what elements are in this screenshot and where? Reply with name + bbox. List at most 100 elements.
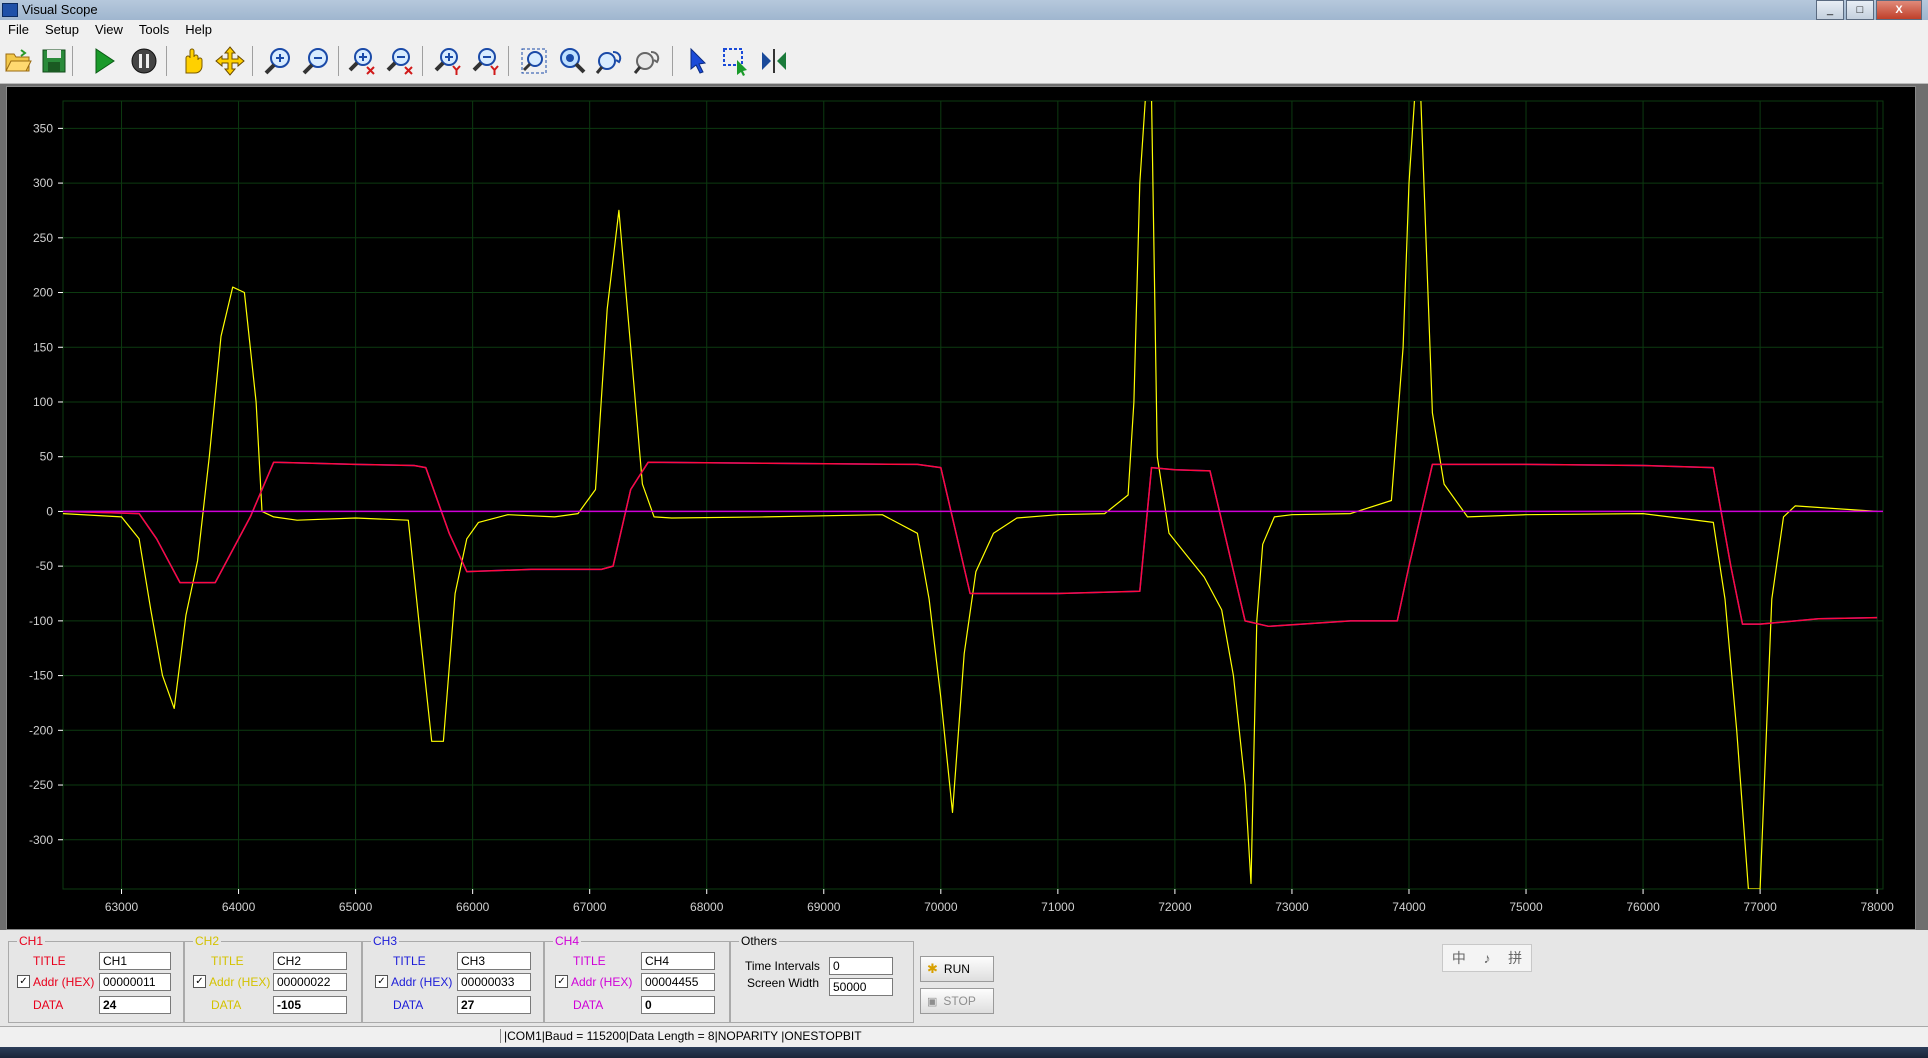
zoom-fit-icon[interactable] xyxy=(518,45,550,77)
ch4-data-field[interactable]: 0 xyxy=(641,996,715,1014)
zoom-out-x-icon[interactable] xyxy=(384,45,416,77)
scope-chart[interactable]: 350 300 250 200 150 100 50 0 -50 -100 -150 -200 -250… xyxy=(7,87,1915,929)
ch3-title-label: TITLE xyxy=(393,954,426,968)
select-box-icon[interactable] xyxy=(720,45,752,77)
run-label: RUN xyxy=(943,962,970,976)
y-tick-label: 100 xyxy=(33,395,53,409)
pointer-icon[interactable] xyxy=(682,45,714,77)
run-button[interactable]: ✱ RUN xyxy=(920,956,994,982)
series-line-ch1 xyxy=(63,461,1878,628)
x-tick-label: 68000 xyxy=(690,900,724,914)
ch2-group: CH2 TITLE CH2 ✓ Addr (HEX) 00000022 DATA… xyxy=(184,934,362,1023)
window-controls: _ □ X xyxy=(1814,0,1922,20)
toolbar-separator xyxy=(508,46,509,76)
zoom-out-y-icon[interactable] xyxy=(470,45,502,77)
ch2-checkbox[interactable]: ✓ xyxy=(193,975,206,988)
zoom-box-icon[interactable] xyxy=(556,45,588,77)
y-tick-label: 50 xyxy=(40,450,54,464)
move-icon[interactable] xyxy=(214,45,246,77)
ch4-addr-field[interactable]: 00004455 xyxy=(641,973,715,991)
run-icon: ✱ xyxy=(927,961,938,976)
ch4-title-label: TITLE xyxy=(573,954,606,968)
y-tick-label: -150 xyxy=(29,669,53,683)
toolbar xyxy=(0,40,1928,84)
menu-setup[interactable]: Setup xyxy=(44,22,79,37)
toolbar-separator xyxy=(72,46,73,76)
ch2-title-label: TITLE xyxy=(211,954,244,968)
toolbar-separator xyxy=(422,46,423,76)
ch2-addr-field[interactable]: 00000022 xyxy=(273,973,347,991)
ch3-data-field[interactable]: 27 xyxy=(457,996,531,1014)
ch1-title-field[interactable]: CH1 xyxy=(99,952,171,970)
ime-pinyin[interactable]: 拼 xyxy=(1508,950,1523,966)
zoom-in-y-icon[interactable] xyxy=(432,45,464,77)
ch3-addr-field[interactable]: 00000033 xyxy=(457,973,531,991)
screen-width-field[interactable]: 50000 xyxy=(829,978,893,996)
menu-view[interactable]: View xyxy=(94,22,123,37)
minimize-button[interactable]: _ xyxy=(1816,0,1844,20)
zoom-redo-icon[interactable] xyxy=(632,45,664,77)
x-tick-label: 67000 xyxy=(573,900,607,914)
ch1-data-label: DATA xyxy=(33,998,64,1012)
plot-border xyxy=(62,100,1884,890)
ime-chinese[interactable]: 中 xyxy=(1451,950,1466,966)
window-title: Visual Scope xyxy=(22,2,98,17)
x-tick-label: 78000 xyxy=(1860,900,1894,914)
split-icon[interactable] xyxy=(758,45,790,77)
pause-icon[interactable] xyxy=(128,45,160,77)
ch3-title-field[interactable]: CH3 xyxy=(457,952,531,970)
y-tick-label: 150 xyxy=(33,340,53,354)
ch4-checkbox[interactable]: ✓ xyxy=(555,975,568,988)
title-bar: Visual Scope _ □ X xyxy=(0,0,1928,20)
ch4-data-label: DATA xyxy=(573,998,604,1012)
x-tick-label: 63000 xyxy=(105,900,139,914)
y-tick-label: 350 xyxy=(33,121,53,135)
menu-help[interactable]: Help xyxy=(185,22,212,37)
close-button[interactable]: X xyxy=(1876,0,1922,20)
ch1-data-field[interactable]: 24 xyxy=(99,996,171,1014)
zoom-in-x-icon[interactable] xyxy=(346,45,378,77)
ch2-header: CH2 xyxy=(193,934,222,948)
y-tick-label: 200 xyxy=(33,286,53,300)
y-axis: 350 300 250 200 150 100 50 0 -50 -100 -150 -200 -250… xyxy=(29,121,63,847)
ch1-checkbox[interactable]: ✓ xyxy=(17,975,30,988)
x-tick-label: 74000 xyxy=(1392,900,1426,914)
control-panel: CH1 TITLE CH1 ✓ Addr (HEX) 00000011 DATA… xyxy=(0,930,1928,1026)
x-tick-label: 76000 xyxy=(1626,900,1660,914)
stop-label: STOP xyxy=(943,994,976,1008)
ime-mode[interactable]: ♪ xyxy=(1483,950,1491,966)
x-tick-label: 73000 xyxy=(1275,900,1309,914)
x-tick-label: 64000 xyxy=(222,900,256,914)
x-tick-label: 71000 xyxy=(1041,900,1075,914)
scope-plot[interactable]: 350 300 250 200 150 100 50 0 -50 -100 -150 -200 -250… xyxy=(6,86,1916,930)
menu-file[interactable]: File xyxy=(8,22,29,37)
stop-button[interactable]: ▣ STOP xyxy=(920,988,994,1014)
y-tick-label: -200 xyxy=(29,723,53,737)
series-line-ch2 xyxy=(63,101,1878,889)
maximize-button[interactable]: □ xyxy=(1846,0,1874,20)
ime-toolbar[interactable]: 中 ♪ 拼 xyxy=(1442,944,1532,972)
time-intervals-field[interactable]: 0 xyxy=(829,957,893,975)
y-tick-label: -250 xyxy=(29,778,53,792)
toolbar-separator xyxy=(672,46,673,76)
ch3-group: CH3 TITLE CH3 ✓ Addr (HEX) 00000033 DATA… xyxy=(362,934,544,1023)
x-tick-label: 77000 xyxy=(1743,900,1777,914)
play-icon[interactable] xyxy=(88,45,120,77)
menu-tools[interactable]: Tools xyxy=(138,22,170,37)
y-tick-label: -50 xyxy=(36,559,54,573)
others-group: Others Time Intervals 0 Screen Width 500… xyxy=(730,934,914,1023)
zoom-in-icon[interactable] xyxy=(262,45,294,77)
save-icon[interactable] xyxy=(38,45,70,77)
hand-icon[interactable] xyxy=(176,45,208,77)
ch3-checkbox[interactable]: ✓ xyxy=(375,975,388,988)
ch4-header: CH4 xyxy=(553,934,582,948)
ch2-data-label: DATA xyxy=(211,998,242,1012)
open-folder-icon[interactable] xyxy=(2,45,34,77)
ch2-title-field[interactable]: CH2 xyxy=(273,952,347,970)
zoom-out-icon[interactable] xyxy=(300,45,332,77)
ch1-addr-field[interactable]: 00000011 xyxy=(99,973,171,991)
ch2-data-field[interactable]: -105 xyxy=(273,996,347,1014)
ch3-addr-label: Addr (HEX) xyxy=(391,975,453,989)
ch4-title-field[interactable]: CH4 xyxy=(641,952,715,970)
zoom-undo-icon[interactable] xyxy=(594,45,626,77)
